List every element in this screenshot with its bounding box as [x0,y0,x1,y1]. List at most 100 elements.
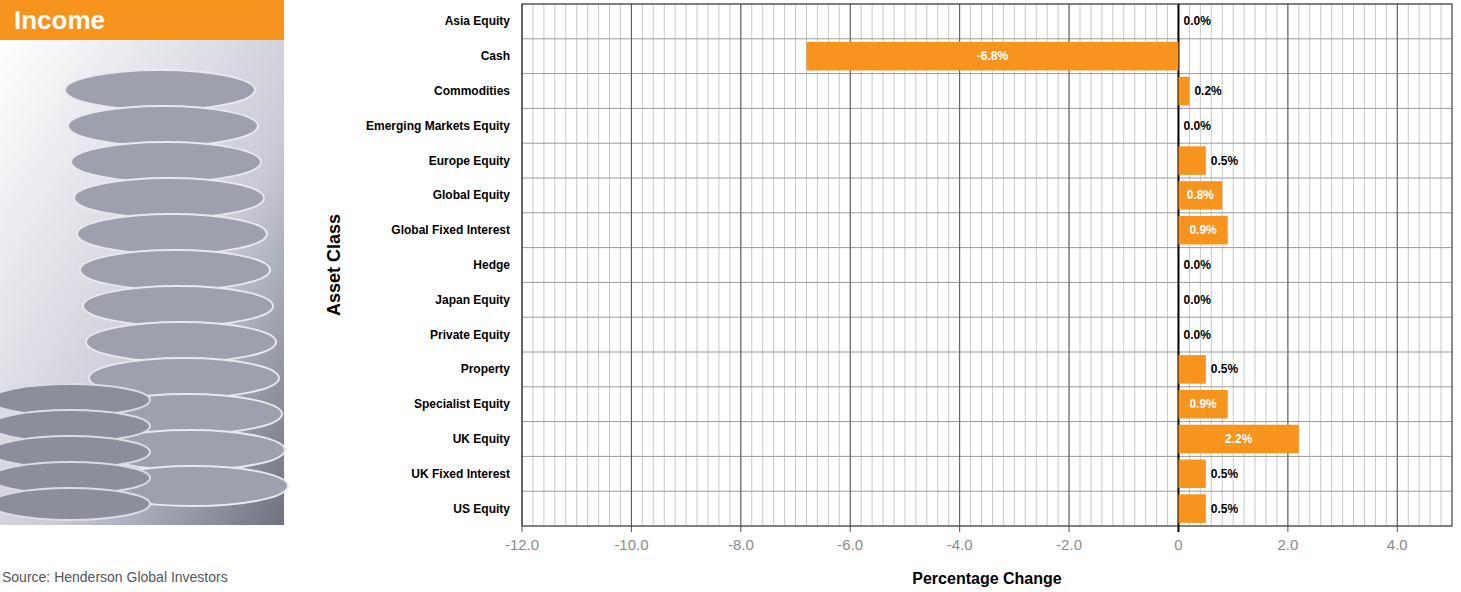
minor-grid-line [981,4,982,526]
minor-grid-line [598,4,599,526]
bar [1178,320,1179,349]
minor-grid-line [992,4,993,526]
coin [68,106,258,146]
bar [1178,7,1179,36]
bar [1178,112,1179,141]
data-label: 0.8% [1187,188,1215,202]
minor-grid-line [1441,4,1442,526]
minor-grid-line [970,4,971,526]
minor-grid-line [642,4,643,526]
row-grid-line [522,421,1452,422]
minor-grid-line [904,4,905,526]
data-label: 0.9% [1189,397,1217,411]
bar [1178,146,1205,175]
y-tick-label: Global Equity [433,188,511,202]
bar [1178,425,1298,454]
y-tick-label: Japan Equity [435,293,510,307]
minor-grid-line [1364,4,1365,526]
x-tick-label: -2.0 [1056,536,1082,553]
data-label: 0.2% [1194,84,1222,98]
minor-grid-line [1003,4,1004,526]
data-label: 0.5% [1211,467,1239,481]
coin [77,214,267,254]
y-tick-label: US Equity [453,502,510,516]
minor-grid-line [1331,4,1332,526]
data-label: 0.9% [1189,223,1217,237]
grid [522,4,1452,526]
data-labels: 0.0% -6.8% 0.2% 0.0% 0.5% 0.8% 0.9% 0.0% 0.0% 0.0… [977,14,1253,515]
row-grid-line [522,386,1452,387]
title: Income [14,5,105,35]
minor-grid-line [1408,4,1409,526]
y-tick-label: Commodities [434,84,510,98]
y-tick-label: Emerging Markets Equity [366,119,510,133]
minor-grid-line [609,4,610,526]
minor-grid-line [883,4,884,526]
y-tick-label: UK Equity [453,432,511,446]
minor-grid-line [1080,4,1081,526]
y-tick-label: Asia Equity [445,14,511,28]
bar [1178,181,1222,210]
minor-grid-line [1320,4,1321,526]
minor-grid-line [718,4,719,526]
minor-grid-line [729,4,730,526]
y-tick-label: Specialist Equity [414,397,510,411]
coin [65,70,255,110]
row-grid-line [522,247,1452,248]
minor-grid-line [686,4,687,526]
row-grid-line [522,38,1452,39]
bar [1178,460,1205,489]
bar [1178,355,1205,384]
data-label: 2.2% [1225,432,1253,446]
data-label: 0.0% [1183,293,1211,307]
y-tick-labels: Asia EquityCashCommoditiesEmerging Marke… [366,14,510,515]
major-grid-line [1069,4,1070,532]
row-grid-line [522,178,1452,179]
major-grid-line [740,4,741,532]
y-axis-title: Asset Class [324,214,344,316]
minor-grid-line [817,4,818,526]
coin [80,250,270,290]
minor-grid-line [1090,4,1091,526]
minor-grid-line [664,4,665,526]
minor-grid-line [1342,4,1343,526]
y-tick-label: UK Fixed Interest [411,467,510,481]
minor-grid-line [1025,4,1026,526]
bar [1178,286,1179,315]
minor-grid-line [675,4,676,526]
data-label: 0.5% [1211,154,1239,168]
minor-grid-line [915,4,916,526]
row-grid-line [522,491,1452,492]
minor-grid-line [751,4,752,526]
minor-grid-line [1014,4,1015,526]
minor-grid-line [565,4,566,526]
x-tick-label: -8.0 [728,536,754,553]
data-label: 0.5% [1211,362,1239,376]
minor-grid-line [1112,4,1113,526]
minor-grid-line [795,4,796,526]
minor-grid-line [708,4,709,526]
x-tick-label: 0 [1174,536,1182,553]
minor-grid-line [653,4,654,526]
y-tick-label: Europe Equity [429,154,511,168]
minor-grid-line [532,4,533,526]
bar [1178,77,1189,106]
row-grid-line [522,282,1452,283]
major-grid-line [1397,4,1398,532]
chart: IncomeSource: Henderson Global Investors… [0,0,1461,592]
data-label: 0.0% [1183,14,1211,28]
minor-grid-line [1134,4,1135,526]
data-label: 0.0% [1183,328,1211,342]
x-tick-label: -10.0 [614,536,648,553]
data-label: 0.0% [1183,119,1211,133]
data-label: 0.0% [1183,258,1211,272]
title-box [0,0,284,40]
minor-grid-line [894,4,895,526]
major-grid-line [959,4,960,532]
data-label: -6.8% [977,49,1009,63]
minor-grid-line [697,4,698,526]
row-grid-line [522,352,1452,353]
minor-grid-line [1036,4,1037,526]
minor-grid-line [828,4,829,526]
coin [71,142,261,182]
